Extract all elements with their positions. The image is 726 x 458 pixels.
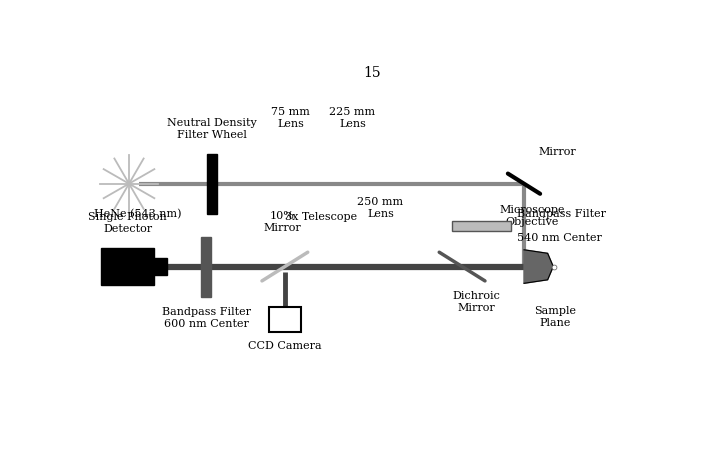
Bar <box>452 221 511 231</box>
Text: 15: 15 <box>363 65 381 80</box>
Text: CCD Camera: CCD Camera <box>248 341 322 351</box>
Text: 3x Telescope: 3x Telescope <box>285 212 357 222</box>
Text: Microscope
Objective: Microscope Objective <box>499 205 565 227</box>
Bar <box>101 248 155 285</box>
Text: Bandpass Filter
600 nm Center: Bandpass Filter 600 nm Center <box>162 307 250 329</box>
Text: Mirror: Mirror <box>538 147 576 157</box>
Text: 75 mm
Lens: 75 mm Lens <box>271 108 310 129</box>
Bar <box>155 258 167 275</box>
Text: 540 nm Center: 540 nm Center <box>517 233 602 243</box>
Bar <box>269 307 301 332</box>
Text: Dichroic
Mirror: Dichroic Mirror <box>452 291 500 313</box>
Bar <box>207 154 217 213</box>
Text: Single Photon
Detector: Single Photon Detector <box>89 213 167 234</box>
Text: HeNe (543 nm): HeNe (543 nm) <box>94 208 181 219</box>
Text: Sample
Plane: Sample Plane <box>534 306 576 328</box>
Text: 225 mm
Lens: 225 mm Lens <box>330 108 375 129</box>
Text: 250 mm
Lens: 250 mm Lens <box>357 197 404 219</box>
Polygon shape <box>524 250 553 284</box>
Text: 10%
Mirror: 10% Mirror <box>264 212 301 233</box>
Text: Bandpass Filter: Bandpass Filter <box>517 209 606 219</box>
Text: Neutral Density
Filter Wheel: Neutral Density Filter Wheel <box>167 118 256 140</box>
Bar <box>201 237 211 296</box>
